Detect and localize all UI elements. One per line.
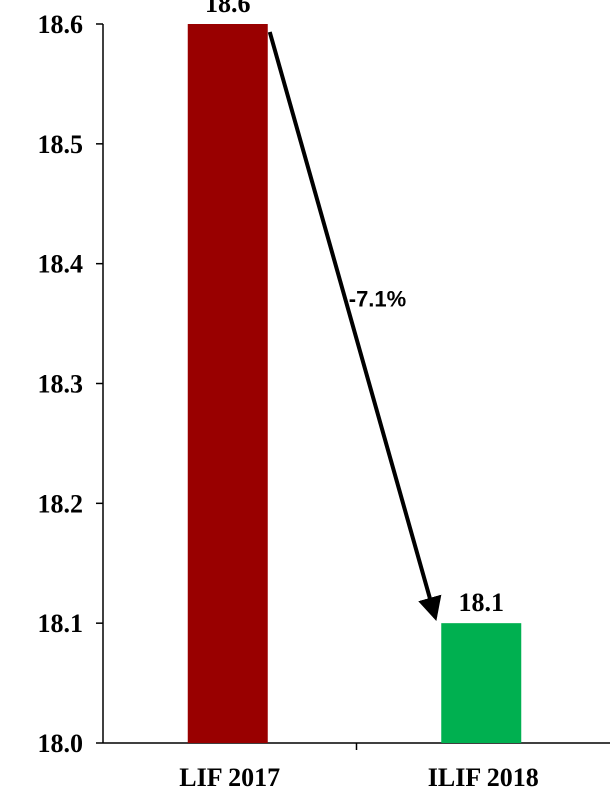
y-tick-label: 18.5: [38, 130, 84, 159]
bar: [187, 24, 268, 743]
change-annotation: -7.1%: [267, 31, 442, 622]
bars: [187, 24, 522, 743]
bar: [441, 623, 522, 743]
data-labels: 18.6 18.1: [205, 0, 504, 617]
bar-value-label: 18.1: [459, 588, 505, 617]
y-tick-label: 18.1: [38, 609, 84, 638]
change-percent-label: -7.1%: [349, 287, 406, 312]
change-arrow: [267, 31, 442, 622]
y-tick-label: 18.2: [38, 489, 84, 518]
y-tick-label: 18.4: [38, 250, 84, 279]
y-tick-label: 18.0: [38, 729, 84, 758]
x-category-label: ILIF 2018: [428, 763, 539, 792]
y-axis: 18.0 18.1 18.2 18.3 18.4 18.5 18.6: [38, 10, 104, 758]
x-category-label: LIF 2017: [179, 763, 280, 792]
bar-value-label: 18.6: [205, 0, 251, 18]
x-axis: LIF 2017 ILIF 2018: [103, 742, 610, 792]
y-tick-label: 18.6: [38, 10, 84, 39]
y-tick-label: 18.3: [38, 370, 84, 399]
